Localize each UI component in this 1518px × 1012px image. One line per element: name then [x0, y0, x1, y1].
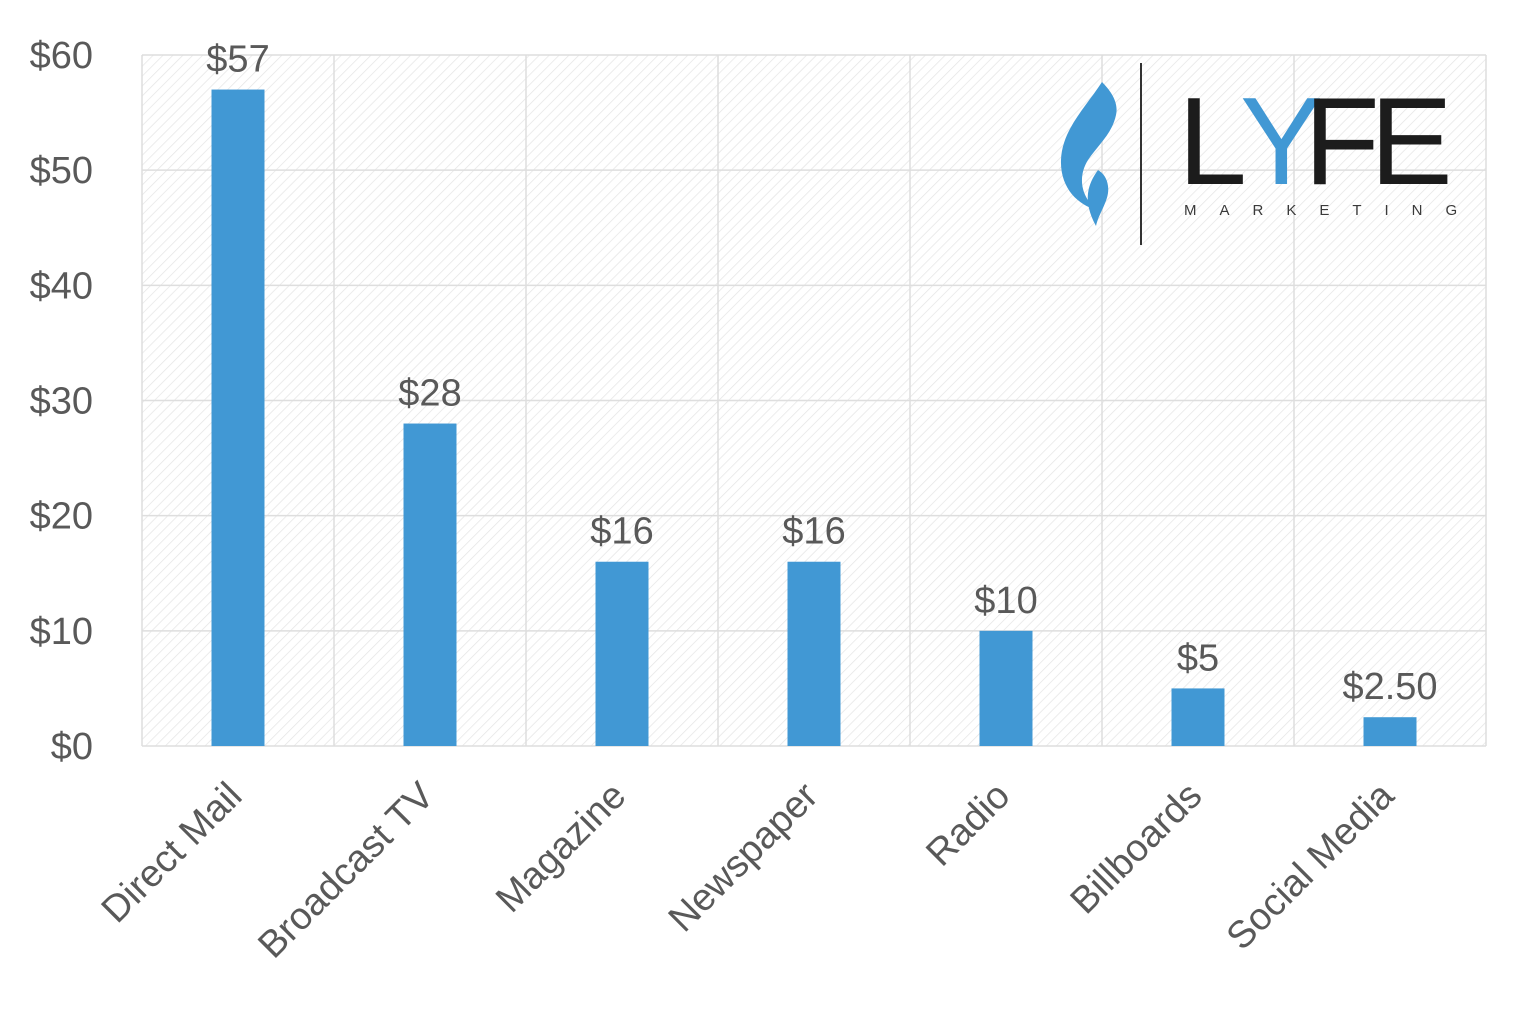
y-tick-label: $30	[30, 381, 93, 423]
y-tick-label: $0	[51, 726, 93, 768]
data-label: $57	[206, 39, 269, 81]
y-tick-label: $50	[30, 150, 93, 192]
gridlines	[141, 54, 1487, 747]
bar	[979, 630, 1033, 746]
x-tick-label: Magazine	[488, 775, 634, 921]
data-label: $16	[590, 511, 653, 553]
x-tick-label: Radio	[918, 775, 1018, 875]
y-tick-label: $60	[30, 35, 93, 77]
x-tick-label: Direct Mail	[94, 775, 251, 932]
lyfe-marketing-logo: L Y F E MARKETING	[1060, 63, 1480, 245]
data-label: $10	[974, 580, 1037, 622]
data-label: $2.50	[1342, 666, 1437, 708]
data-label: $5	[1177, 637, 1219, 679]
bar	[787, 561, 841, 746]
bar	[211, 89, 265, 747]
logo-letter-f: F	[1304, 73, 1380, 211]
plot-area	[141, 54, 1487, 747]
bar	[403, 423, 457, 746]
x-tick-label: Broadcast TV	[250, 774, 442, 966]
logo-letter-e: E	[1370, 73, 1453, 211]
flame-icon	[1060, 82, 1117, 226]
bar	[1171, 688, 1225, 746]
y-axis: $0 $10 $20 $30 $40 $50 $60	[30, 35, 93, 768]
data-label: $16	[782, 511, 845, 553]
y-tick-label: $10	[30, 611, 93, 653]
x-tick-label: Billboards	[1063, 775, 1211, 923]
y-tick-label: $40	[30, 265, 93, 307]
bar	[1363, 717, 1417, 746]
logo-letter-y: Y	[1240, 73, 1323, 211]
logo-tagline: MARKETING	[1184, 202, 1480, 219]
x-axis: Direct Mail Broadcast TV Magazine Newspaper…	[94, 774, 1403, 967]
data-labels: $57 $28 $16 $16 $10 $5 $2.50	[206, 39, 1437, 709]
x-tick-label: Social Media	[1219, 774, 1403, 958]
bar	[595, 561, 649, 746]
data-label: $28	[398, 373, 461, 415]
bars	[211, 89, 1417, 747]
y-tick-label: $20	[30, 496, 93, 538]
logo-letter-l: L	[1178, 73, 1247, 211]
x-tick-label: Newspaper	[661, 774, 827, 940]
